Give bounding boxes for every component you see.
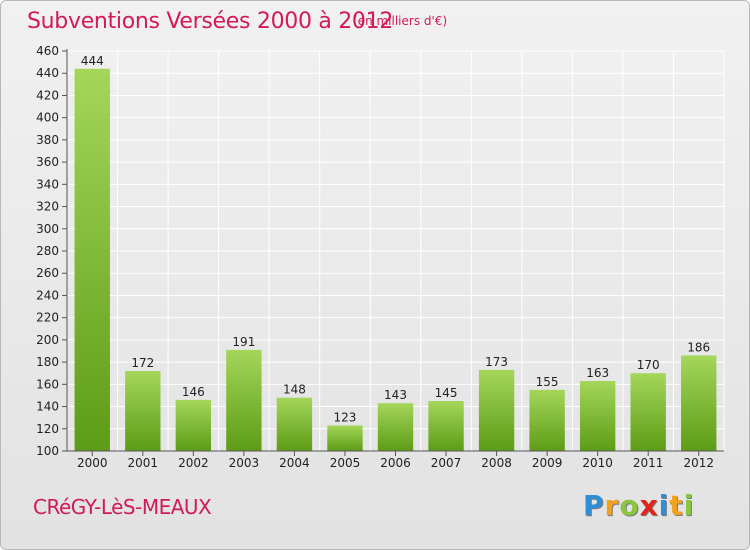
y-tick-label: 300 <box>36 222 59 236</box>
data-label: 148 <box>283 383 306 397</box>
chart-title: Subventions Versées 2000 à 2012 <box>27 9 394 34</box>
bar <box>327 425 363 451</box>
data-label: 191 <box>232 335 255 349</box>
data-label: 173 <box>485 355 508 369</box>
x-tick-label: 2008 <box>481 456 512 470</box>
logo-letter: i <box>683 489 695 522</box>
bar <box>630 373 666 451</box>
data-label: 163 <box>586 366 609 380</box>
y-tick-label: 320 <box>36 200 59 214</box>
y-tick-label: 200 <box>36 333 59 347</box>
bar <box>478 369 515 451</box>
x-tick-label: 2007 <box>431 456 462 470</box>
logo-letter: x <box>639 489 659 522</box>
logo-letter: i <box>658 489 670 522</box>
x-tick-label: 2001 <box>128 456 159 470</box>
bar <box>175 399 212 451</box>
data-label: 186 <box>687 340 710 354</box>
data-label: 155 <box>536 375 559 389</box>
y-tick-label: 400 <box>36 111 59 125</box>
x-tick-label: 2012 <box>683 456 714 470</box>
data-label: 170 <box>637 358 660 372</box>
y-tick-label: 100 <box>36 444 59 458</box>
data-label: 146 <box>182 385 205 399</box>
bar <box>226 349 262 451</box>
data-label: 145 <box>435 386 458 400</box>
y-tick-label: 380 <box>36 133 59 147</box>
bar <box>579 381 616 451</box>
logo-letter: P <box>583 489 605 522</box>
bar <box>529 389 565 451</box>
x-tick-label: 2011 <box>633 456 664 470</box>
y-tick-label: 440 <box>36 66 59 80</box>
logo-letter: t <box>669 489 684 522</box>
x-tick-label: 2010 <box>582 456 613 470</box>
bar <box>377 403 414 451</box>
y-tick-label: 220 <box>36 311 59 325</box>
x-tick-label: 2005 <box>330 456 361 470</box>
bar <box>276 397 313 451</box>
y-tick-label: 180 <box>36 355 59 369</box>
y-tick-label: 140 <box>36 400 59 414</box>
bar <box>428 401 464 451</box>
y-tick-label: 240 <box>36 288 59 302</box>
data-label: 123 <box>334 410 357 424</box>
bar <box>681 355 717 451</box>
y-tick-label: 260 <box>36 266 59 280</box>
x-tick-label: 2003 <box>229 456 260 470</box>
chart-unit-note: (en milliers d'€) <box>353 14 448 28</box>
y-tick-label: 280 <box>36 244 59 258</box>
x-tick-label: 2002 <box>178 456 209 470</box>
x-tick-label: 2009 <box>532 456 563 470</box>
y-tick-label: 120 <box>36 422 59 436</box>
proxiti-logo[interactable]: Proxiti <box>583 489 694 522</box>
bar <box>74 68 110 452</box>
bar <box>125 371 161 451</box>
x-tick-label: 2004 <box>279 456 310 470</box>
y-tick-label: 460 <box>36 44 59 58</box>
y-tick-label: 160 <box>36 377 59 391</box>
x-tick-label: 2000 <box>77 456 108 470</box>
x-tick-label: 2006 <box>380 456 411 470</box>
logo-letter: o <box>619 489 640 522</box>
data-label: 172 <box>131 356 154 370</box>
y-tick-label: 340 <box>36 177 59 191</box>
data-label: 444 <box>81 54 104 68</box>
logo-letter: r <box>604 489 620 522</box>
y-tick-label: 360 <box>36 155 59 169</box>
y-tick-label: 420 <box>36 88 59 102</box>
data-label: 143 <box>384 388 407 402</box>
commune-name: CRéGY-LèS-MEAUX <box>33 495 212 519</box>
